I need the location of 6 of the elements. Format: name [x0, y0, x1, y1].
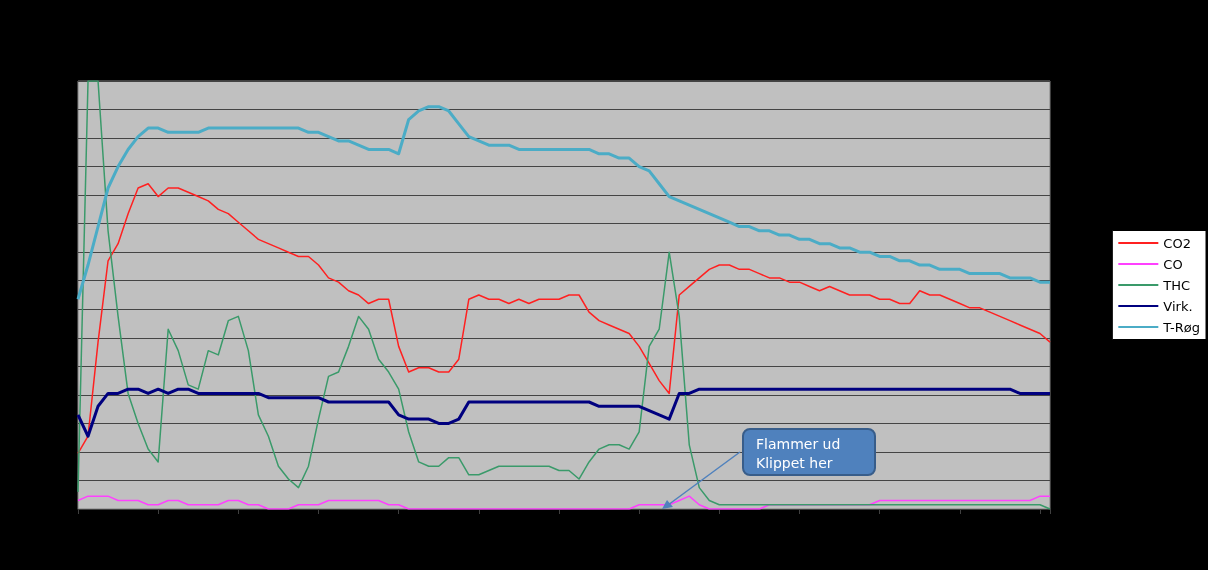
- legend-label: CO: [1163, 256, 1183, 272]
- legend-label: T-Røg: [1162, 319, 1201, 335]
- callout-box: Flammer ud Klippet her: [742, 428, 876, 476]
- legend-label: Virk.: [1163, 298, 1193, 314]
- legend-label: CO2: [1163, 235, 1191, 251]
- legend-label: THC: [1162, 277, 1191, 293]
